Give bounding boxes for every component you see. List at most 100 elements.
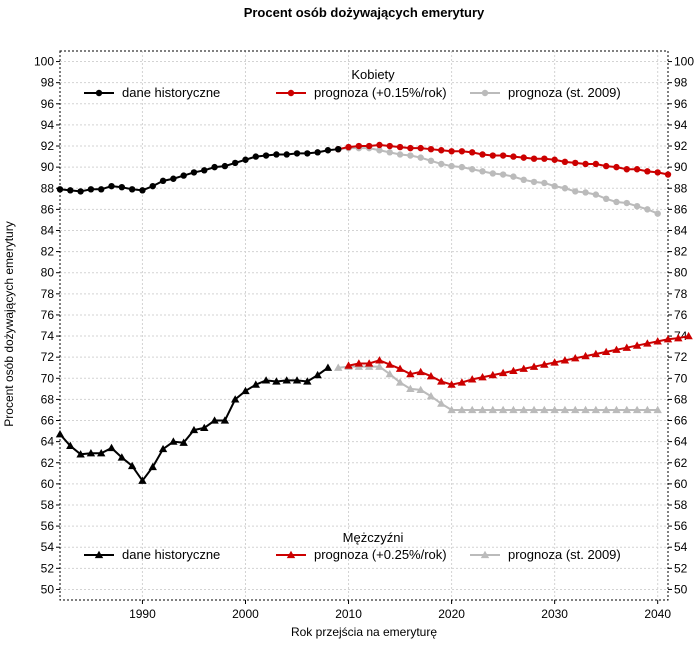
y-tick-label-left: 68 <box>41 392 55 406</box>
data-point <box>479 168 486 175</box>
legend-swatch-marker <box>480 550 490 559</box>
data-point <box>654 169 661 176</box>
y-tick-label-left: 100 <box>34 55 54 69</box>
data-point <box>211 163 218 171</box>
series-line <box>59 148 339 193</box>
legend-entry-label: prognoza (st. 2009) <box>508 547 621 562</box>
x-tick-label: 2040 <box>644 607 671 621</box>
data-point <box>127 461 137 470</box>
data-point <box>469 166 476 173</box>
y-tick-label-left: 74 <box>41 329 55 343</box>
data-point <box>427 157 435 164</box>
data-point <box>283 151 290 158</box>
data-point <box>375 362 384 370</box>
data-point <box>355 142 363 150</box>
legend-swatch-marker <box>94 550 104 559</box>
data-point <box>448 148 455 155</box>
data-point <box>612 405 621 414</box>
y-tick-label-right: 60 <box>674 477 688 491</box>
data-point <box>572 159 579 167</box>
data-point <box>200 423 209 432</box>
legend-swatch-marker <box>481 89 489 97</box>
y-tick-label-right: 80 <box>674 266 688 280</box>
data-point <box>334 363 343 371</box>
data-point <box>633 166 641 173</box>
data-point <box>582 160 589 168</box>
y-tick-label-left: 78 <box>41 287 55 301</box>
data-point <box>86 449 96 457</box>
y-tick-label-right: 76 <box>674 308 688 322</box>
data-point <box>148 462 157 471</box>
data-point <box>231 159 239 167</box>
data-point <box>293 150 301 157</box>
y-tick-label-left: 72 <box>41 350 55 364</box>
data-point <box>520 176 527 184</box>
data-point <box>273 151 280 158</box>
y-tick-label-right: 52 <box>674 561 688 575</box>
data-point <box>406 369 415 378</box>
data-point <box>550 405 559 414</box>
y-tick-label-right: 100 <box>674 55 694 69</box>
data-point <box>591 405 601 414</box>
y-tick-label-left: 50 <box>41 582 55 596</box>
data-point <box>489 152 497 159</box>
y-tick-label-left: 54 <box>41 540 55 554</box>
data-point <box>541 179 548 187</box>
data-point <box>643 405 652 414</box>
y-tick-label-left: 58 <box>41 498 55 512</box>
x-axis-label: Rok przejścia na emeryturę <box>291 625 437 639</box>
data-point <box>601 347 611 356</box>
legend-top: Kobiety dane historyczne prognoza (+0.15%/… <box>84 67 621 100</box>
y-tick-label-left: 52 <box>41 561 55 575</box>
x-tick-label: 2020 <box>438 607 465 621</box>
data-point <box>241 386 250 395</box>
x-tick-label: 1990 <box>129 607 156 621</box>
y-axis-label: Procent osób dożywających emerytury <box>2 221 16 426</box>
data-point <box>386 142 393 150</box>
y-tick-label-right: 72 <box>674 350 688 364</box>
y-tick-label-right: 94 <box>674 118 688 132</box>
data-point <box>447 405 456 414</box>
y-tick-label-right: 62 <box>674 456 688 470</box>
data-point <box>56 186 64 193</box>
legend-bottom: Mężczyźni dane historyczne prognoza (+0.25… <box>84 530 621 562</box>
data-point <box>76 450 85 458</box>
data-point <box>469 149 476 156</box>
plot-frame <box>59 50 669 601</box>
data-point <box>458 148 466 155</box>
data-point <box>395 364 405 372</box>
data-point <box>376 141 383 149</box>
data-point <box>417 154 424 161</box>
legend-entry-label: prognoza (+0.15%/rok) <box>314 85 447 100</box>
data-point <box>437 377 446 385</box>
y-tick-label-left: 90 <box>41 160 55 174</box>
data-point <box>335 145 342 153</box>
data-point <box>437 399 446 407</box>
data-point <box>251 380 260 388</box>
data-point <box>592 160 600 168</box>
data-point <box>551 182 558 190</box>
data-point <box>345 143 352 151</box>
x-tick-label: 2000 <box>232 607 259 621</box>
data-point <box>653 405 662 414</box>
y-tick-label-right: 58 <box>674 498 688 512</box>
data-point <box>426 371 436 380</box>
data-point <box>601 405 611 414</box>
data-point <box>622 405 631 414</box>
data-point <box>488 405 498 414</box>
data-point <box>664 171 672 178</box>
data-point <box>262 152 270 159</box>
data-point <box>261 376 271 384</box>
data-point <box>644 206 651 213</box>
data-point <box>613 163 620 171</box>
data-point <box>107 443 116 452</box>
y-tick-label-left: 80 <box>41 266 55 280</box>
data-point <box>478 405 487 414</box>
data-point <box>684 331 693 340</box>
y-tick-label-left: 92 <box>41 139 55 153</box>
data-point <box>612 345 621 353</box>
y-tick-label-left: 84 <box>41 223 55 237</box>
data-point <box>139 187 146 194</box>
y-tick-label-right: 88 <box>674 181 688 195</box>
